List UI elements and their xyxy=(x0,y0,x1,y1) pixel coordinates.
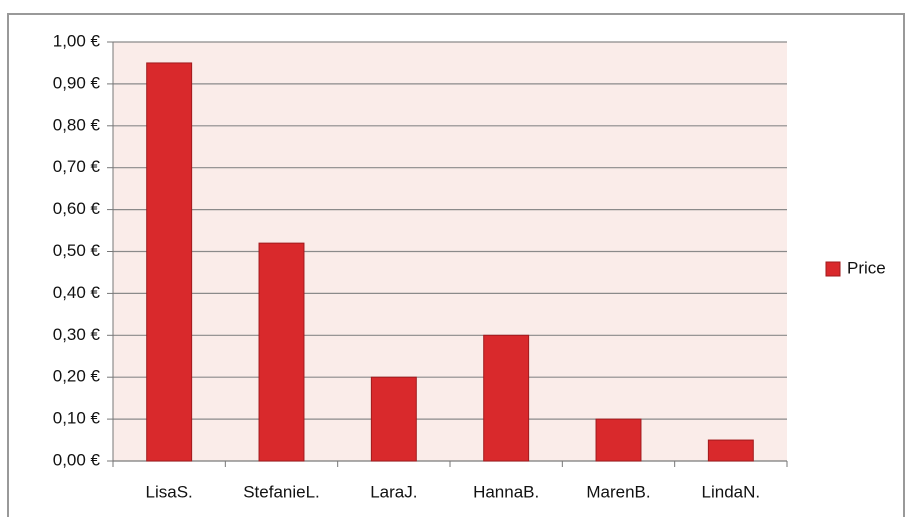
x-tick-label: StefanieL. xyxy=(243,482,320,501)
y-tick-label: 0,80 € xyxy=(53,115,101,134)
y-tick-label: 0,10 € xyxy=(53,409,101,428)
x-tick-label: MarenB. xyxy=(586,482,650,501)
x-tick-label: HannaB. xyxy=(473,482,539,501)
bar xyxy=(146,62,193,462)
y-tick-label: 0,20 € xyxy=(53,367,101,386)
y-tick-label: 0,00 € xyxy=(53,450,101,469)
y-tick-label: 0,40 € xyxy=(53,283,101,302)
legend-label: Price xyxy=(847,258,886,277)
bar xyxy=(595,418,642,462)
bar xyxy=(370,376,417,462)
x-tick-label: LaraJ. xyxy=(370,482,417,501)
y-tick-label: 1,00 € xyxy=(53,31,101,50)
y-tick-label: 0,60 € xyxy=(53,199,101,218)
y-tick-label: 0,50 € xyxy=(53,241,101,260)
legend-swatch xyxy=(825,261,841,277)
bar xyxy=(483,334,530,462)
bar xyxy=(258,242,305,462)
y-tick-label: 0,70 € xyxy=(53,157,101,176)
y-tick-label: 0,30 € xyxy=(53,325,101,344)
x-tick-label: LindaN. xyxy=(702,482,761,501)
x-tick-label: LisaS. xyxy=(146,482,193,501)
y-tick-label: 0,90 € xyxy=(53,73,101,92)
bar xyxy=(707,439,754,462)
